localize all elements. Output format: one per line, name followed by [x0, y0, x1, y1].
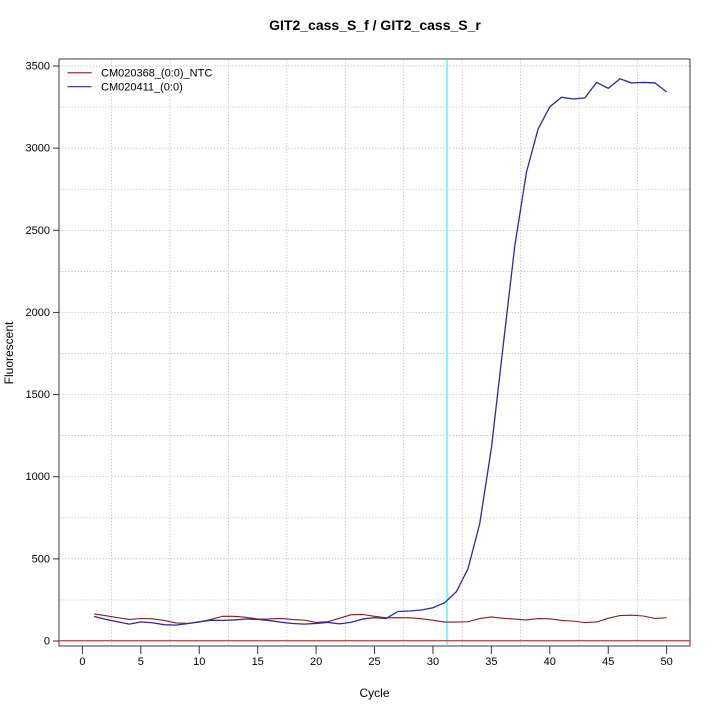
- svg-text:1500: 1500: [26, 389, 50, 401]
- svg-text:3000: 3000: [26, 143, 50, 155]
- svg-text:1000: 1000: [26, 471, 50, 483]
- svg-text:Cycle: Cycle: [359, 686, 389, 700]
- svg-text:500: 500: [32, 553, 50, 565]
- svg-text:15: 15: [252, 656, 264, 668]
- svg-text:CM020411_(0:0): CM020411_(0:0): [101, 81, 183, 93]
- svg-text:35: 35: [485, 656, 497, 668]
- svg-text:45: 45: [602, 656, 614, 668]
- svg-text:5: 5: [138, 656, 144, 668]
- svg-text:20: 20: [310, 656, 322, 668]
- svg-text:10: 10: [193, 656, 205, 668]
- svg-text:40: 40: [544, 656, 556, 668]
- svg-text:GIT2_cass_S_f / GIT2_cass_S_r: GIT2_cass_S_f / GIT2_cass_S_r: [269, 17, 481, 33]
- svg-text:2500: 2500: [26, 225, 50, 237]
- svg-text:Fluorescent: Fluorescent: [2, 321, 16, 384]
- svg-text:CM020368_(0:0)_NTC: CM020368_(0:0)_NTC: [101, 68, 212, 80]
- svg-text:0: 0: [44, 636, 50, 648]
- svg-text:30: 30: [427, 656, 439, 668]
- svg-text:2000: 2000: [26, 307, 50, 319]
- svg-text:3500: 3500: [26, 61, 50, 73]
- svg-text:50: 50: [661, 656, 673, 668]
- svg-text:25: 25: [368, 656, 380, 668]
- svg-text:0: 0: [79, 656, 85, 668]
